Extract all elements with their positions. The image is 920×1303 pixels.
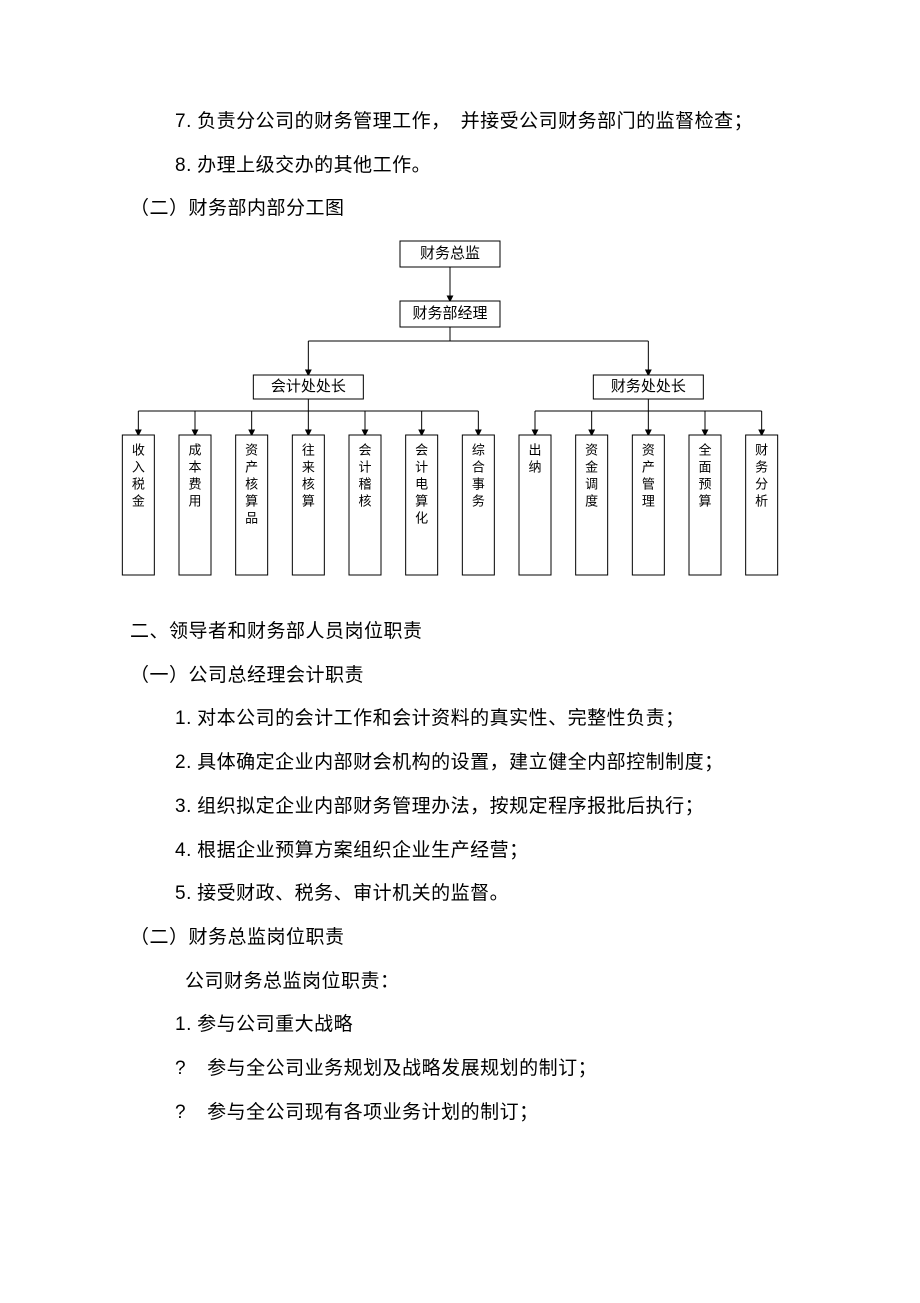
item-number: 5. [175,883,192,904]
svg-text:费: 费 [188,477,201,492]
item-text: 接受财政、税务、审计机关的监督。 [197,883,509,904]
subsection-heading: （一）公司总经理会计职责 [130,654,790,698]
svg-text:财务总监: 财务总监 [420,245,480,262]
svg-text:会: 会 [358,443,371,458]
svg-text:管: 管 [642,477,655,492]
svg-text:金: 金 [132,494,145,509]
svg-text:产: 产 [245,460,258,475]
item-text: 参与公司重大战略 [197,1014,353,1035]
list-item: 4. 根据企业预算方案组织企业生产经营； [130,829,790,873]
svg-text:算: 算 [245,494,258,509]
svg-text:化: 化 [415,511,428,526]
svg-text:度: 度 [585,494,598,509]
svg-text:金: 金 [585,460,598,475]
bullet-mark: ? [175,1058,186,1079]
svg-text:全: 全 [698,443,711,458]
item-text: 办理上级交办的其他工作。 [197,155,431,176]
svg-text:会计处处长: 会计处处长 [271,378,346,395]
svg-text:用: 用 [188,494,201,509]
svg-text:来: 来 [302,460,315,475]
list-item: 1. 参与公司重大战略 [130,1003,790,1047]
item-text: 具体确定企业内部财会机构的设置，建立健全内部控制制度； [197,752,724,773]
svg-text:算: 算 [302,494,315,509]
list-item: 5. 接受财政、税务、审计机关的监督。 [130,872,790,916]
svg-text:面: 面 [698,460,711,475]
svg-text:理: 理 [642,494,655,509]
svg-text:财: 财 [755,443,768,458]
svg-text:算: 算 [698,494,711,509]
bullet-item: ? 参与全公司现有各项业务计划的制订； [130,1091,790,1135]
subsection-heading: （二）财务总监岗位职责 [130,916,790,960]
list-item: 2. 具体确定企业内部财会机构的设置，建立健全内部控制制度； [130,741,790,785]
paragraph: 公司财务总监岗位职责： [130,960,790,1004]
svg-text:收: 收 [132,443,145,458]
svg-text:分: 分 [755,477,768,492]
svg-text:计: 计 [415,460,428,475]
svg-text:本: 本 [188,460,201,475]
svg-text:调: 调 [585,477,598,492]
svg-text:算: 算 [415,494,428,509]
item-number: 1. [175,1014,192,1035]
orgchart: 财务总监财务部经理会计处处长财务处处长收入税金成本费用资产核算品往来核算会计稽核… [90,231,810,591]
item-number: 4. [175,840,192,861]
svg-text:资: 资 [585,443,598,458]
svg-text:计: 计 [358,460,371,475]
item-text: 参与全公司业务规划及战略发展规划的制订； [207,1058,597,1079]
svg-text:核: 核 [245,477,258,492]
svg-text:电: 电 [415,477,428,492]
svg-text:出: 出 [528,443,541,458]
orgchart-container: 财务总监财务部经理会计处处长财务处处长收入税金成本费用资产核算品往来核算会计稽核… [90,231,810,596]
item-number: 3. [175,796,192,817]
svg-text:资: 资 [642,443,655,458]
subsection-heading: （二）财务部内部分工图 [130,187,790,231]
svg-text:入: 入 [132,460,145,475]
bullet-item: ? 参与全公司业务规划及战略发展规划的制订； [130,1047,790,1091]
svg-text:务: 务 [472,494,485,509]
list-item: 1. 对本公司的会计工作和会计资料的真实性、完整性负责； [130,697,790,741]
list-item: 7. 负责分公司的财务管理工作， 并接受公司财务部门的监督检查； [130,100,790,144]
section-heading: 二、领导者和财务部人员岗位职责 [130,610,790,654]
svg-text:产: 产 [642,460,655,475]
svg-text:务: 务 [755,460,768,475]
svg-text:税: 税 [132,477,145,492]
svg-text:综: 综 [472,443,485,458]
svg-text:核: 核 [302,477,315,492]
list-item: 3. 组织拟定企业内部财务管理办法，按规定程序报批后执行； [130,785,790,829]
svg-text:成: 成 [188,443,201,458]
item-text: 对本公司的会计工作和会计资料的真实性、完整性负责； [197,708,685,729]
svg-text:财务处处长: 财务处处长 [611,378,686,395]
svg-text:预: 预 [698,477,711,492]
item-text: 根据企业预算方案组织企业生产经营； [197,840,529,861]
item-number: 7. [175,111,192,132]
item-text: 组织拟定企业内部财务管理办法，按规定程序报批后执行； [197,796,704,817]
svg-text:纳: 纳 [528,460,541,475]
svg-text:品: 品 [245,511,258,526]
item-text: 参与全公司现有各项业务计划的制订； [207,1102,539,1123]
item-number: 2. [175,752,192,773]
svg-text:财务部经理: 财务部经理 [412,305,487,322]
svg-text:资: 资 [245,443,258,458]
svg-text:往: 往 [302,443,315,458]
svg-text:合: 合 [472,460,485,475]
svg-text:核: 核 [358,494,371,509]
svg-text:析: 析 [755,494,768,509]
svg-text:会: 会 [415,443,428,458]
item-number: 8. [175,155,192,176]
svg-text:事: 事 [472,477,485,492]
svg-text:稽: 稽 [358,477,371,492]
item-number: 1. [175,708,192,729]
list-item: 8. 办理上级交办的其他工作。 [130,144,790,188]
item-text: 负责分公司的财务管理工作， 并接受公司财务部门的监督检查； [197,111,753,132]
bullet-mark: ? [175,1102,186,1123]
